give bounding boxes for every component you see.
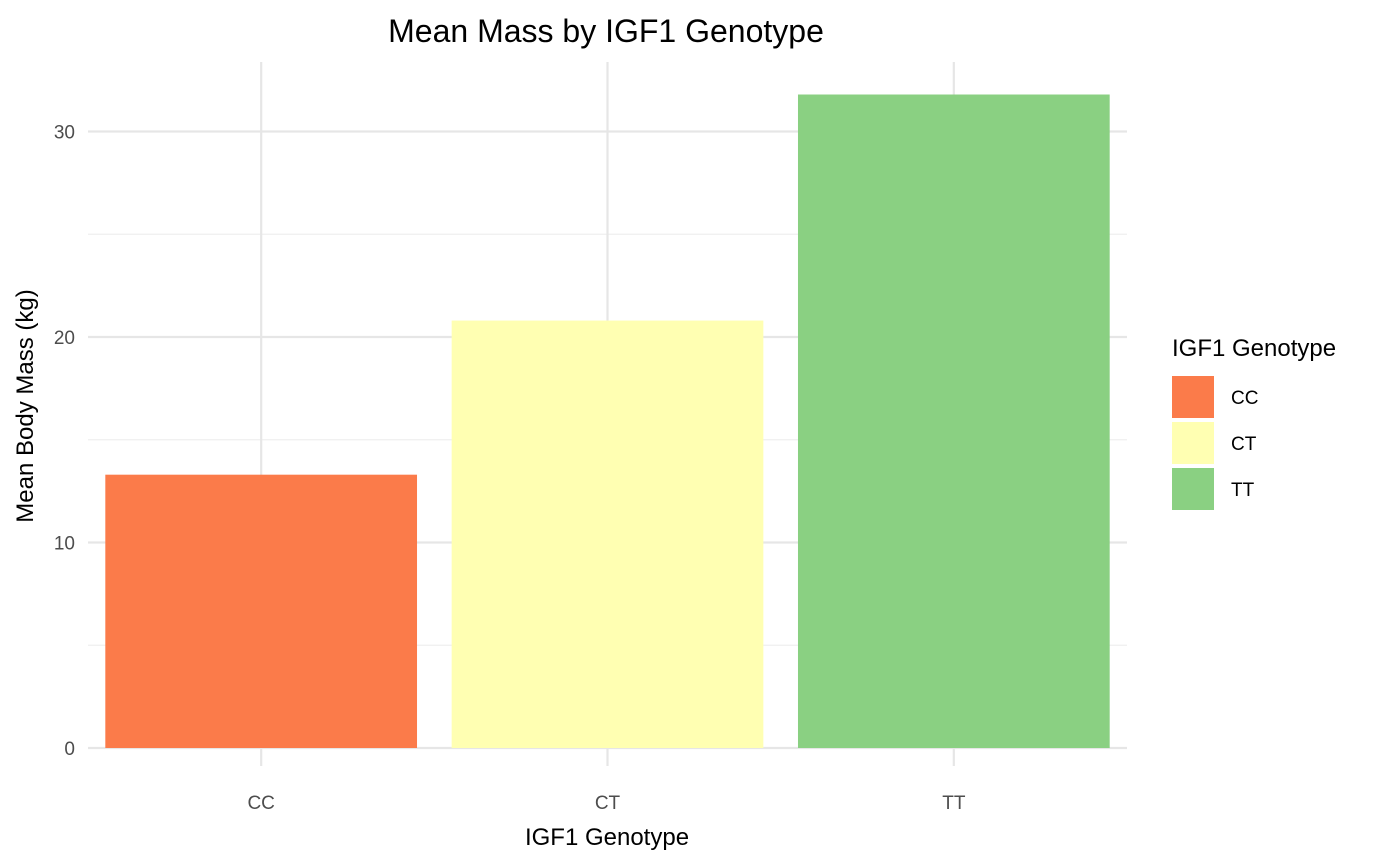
bar-ct <box>451 320 764 748</box>
chart-title: Mean Mass by IGF1 Genotype <box>388 13 824 49</box>
x-axis-ticks: CC CT TT <box>247 793 965 814</box>
bar-tt <box>797 94 1110 748</box>
y-tick-label: 30 <box>54 123 75 144</box>
legend-items: CC CT TT <box>1172 376 1258 510</box>
bar-cc <box>105 474 418 748</box>
legend-label: TT <box>1231 480 1255 501</box>
x-tick-label: CT <box>595 793 621 814</box>
legend-key-ct <box>1172 422 1214 464</box>
y-tick-label: 10 <box>54 534 75 555</box>
x-axis-title: IGF1 Genotype <box>525 824 689 851</box>
y-tick-label: 20 <box>54 328 75 349</box>
legend-label: CT <box>1231 434 1257 455</box>
legend-key-tt <box>1172 468 1214 510</box>
y-axis-title: Mean Body Mass (kg) <box>12 289 39 522</box>
legend-key-cc <box>1172 376 1214 418</box>
legend-title: IGF1 Genotype <box>1172 335 1336 362</box>
y-tick-label: 0 <box>64 739 75 760</box>
y-axis-ticks: 0 10 20 30 <box>54 123 75 761</box>
x-tick-label: CC <box>247 793 274 814</box>
x-tick-label: TT <box>942 793 966 814</box>
bars <box>105 94 1110 748</box>
legend-label: CC <box>1231 388 1258 409</box>
legend: IGF1 Genotype CC CT TT <box>1172 335 1336 510</box>
